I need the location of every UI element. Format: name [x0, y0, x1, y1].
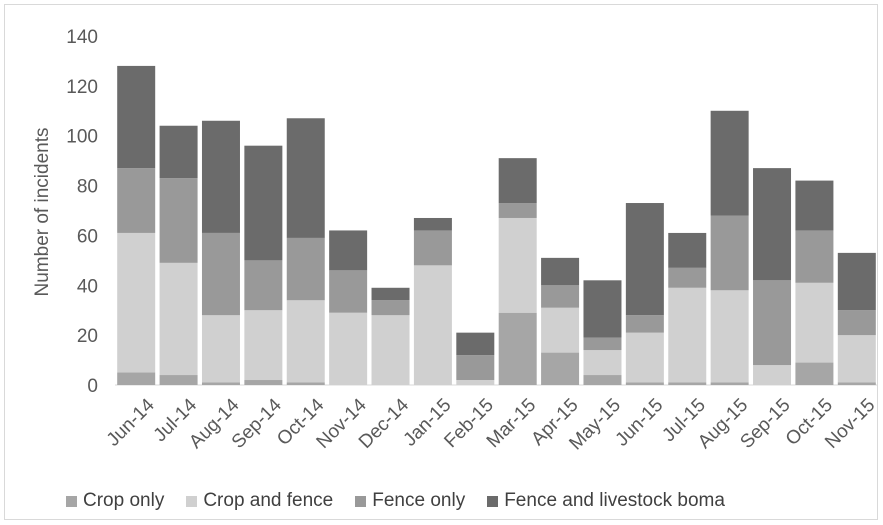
bar-segment: [541, 285, 580, 308]
bar-segment: [541, 307, 580, 353]
y-tick-label: 60: [77, 226, 98, 247]
bar-segment: [498, 158, 537, 204]
legend-item: Crop only: [66, 490, 164, 512]
bar-segment: [117, 372, 156, 385]
y-tick-label: 0: [87, 376, 98, 397]
y-tick-label: 40: [77, 276, 98, 297]
bar-segment: [286, 300, 325, 383]
y-tick-label: 140: [66, 27, 98, 48]
bar-segment: [753, 168, 792, 281]
y-tick-label: 80: [77, 177, 98, 198]
legend-swatch: [355, 495, 367, 507]
bar-segment: [583, 350, 622, 376]
bar-segment: [159, 262, 198, 376]
y-tick-label: 100: [66, 127, 98, 148]
bar-segment: [668, 232, 707, 268]
bar-segment: [625, 382, 664, 385]
bar-segment: [753, 365, 792, 385]
legend: Crop only Crop and fence Fence only Fence a…: [66, 490, 747, 512]
bar-segment: [244, 260, 283, 311]
legend-item: Fence and livestock boma: [487, 490, 725, 512]
bar-segment: [117, 65, 156, 169]
bar-segment: [201, 232, 240, 316]
bar-segment: [625, 203, 664, 316]
bar-segment: [329, 312, 368, 385]
bar-segment: [244, 145, 283, 261]
bar-segment: [541, 257, 580, 286]
bar-segment: [583, 280, 622, 338]
legend-swatch: [66, 495, 77, 507]
bar-segment: [244, 380, 283, 385]
bar-segment: [668, 382, 707, 385]
legend-item: Fence only: [355, 490, 465, 512]
bar-segment: [413, 217, 452, 231]
bar-segment: [837, 382, 876, 385]
chart-frame: [4, 4, 878, 520]
bar-segment: [117, 168, 156, 233]
bar-segment: [625, 332, 664, 383]
bar-segment: [710, 215, 749, 291]
bar-segment: [498, 217, 537, 313]
bar-segment: [201, 382, 240, 385]
legend-label: Crop and fence: [203, 490, 334, 511]
y-tick-label: 120: [66, 77, 98, 98]
bar-segment: [244, 310, 283, 381]
bar-segment: [710, 382, 749, 385]
bar-segment: [498, 312, 537, 385]
bar-segment: [795, 282, 834, 363]
bar-segment: [498, 203, 537, 218]
bar-segment: [329, 230, 368, 271]
y-axis-title: Number of incidents: [32, 128, 53, 297]
bar-segment: [583, 337, 622, 351]
bar-segment: [201, 120, 240, 233]
bar-segment: [159, 178, 198, 263]
bar-segment: [371, 287, 410, 301]
bar-segment: [795, 180, 834, 231]
bar-segment: [371, 300, 410, 316]
bar-segment: [795, 362, 834, 385]
legend-item: Crop and fence: [186, 490, 333, 512]
bar-segment: [583, 375, 622, 385]
bar-segment: [625, 315, 664, 333]
bar-segment: [837, 252, 876, 311]
legend-swatch: [186, 495, 198, 507]
bar-segment: [456, 332, 495, 356]
bar-segment: [413, 265, 452, 385]
bar-segment: [201, 315, 240, 383]
bar-segment: [456, 380, 495, 385]
legend-label: Crop only: [83, 490, 165, 511]
bar-segment: [710, 290, 749, 383]
bar-segment: [541, 352, 580, 385]
x-tick-label: Jun-15: [612, 395, 668, 451]
bar-segment: [286, 237, 325, 301]
bar-segment: [159, 375, 198, 385]
bar-segment: [837, 335, 876, 383]
bar-segment: [413, 230, 452, 266]
bar-segment: [795, 230, 834, 283]
bar-segment: [753, 280, 792, 366]
legend-swatch: [487, 495, 499, 507]
bar-segment: [329, 270, 368, 313]
bar-segment: [837, 310, 876, 336]
bar-segment: [710, 110, 749, 216]
bar-segment: [286, 382, 325, 385]
y-tick-label: 20: [77, 326, 98, 347]
bar-segment: [117, 232, 156, 373]
x-tick-label: Jun-14: [103, 394, 159, 450]
bar-segment: [668, 287, 707, 383]
bar-segment: [668, 267, 707, 288]
bar-segment: [456, 355, 495, 381]
legend-label: Fence only: [372, 490, 466, 511]
bar-segment: [371, 315, 410, 385]
bar-segment: [286, 118, 325, 238]
legend-label: Fence and livestock boma: [504, 490, 725, 511]
bar-segment: [159, 125, 198, 179]
